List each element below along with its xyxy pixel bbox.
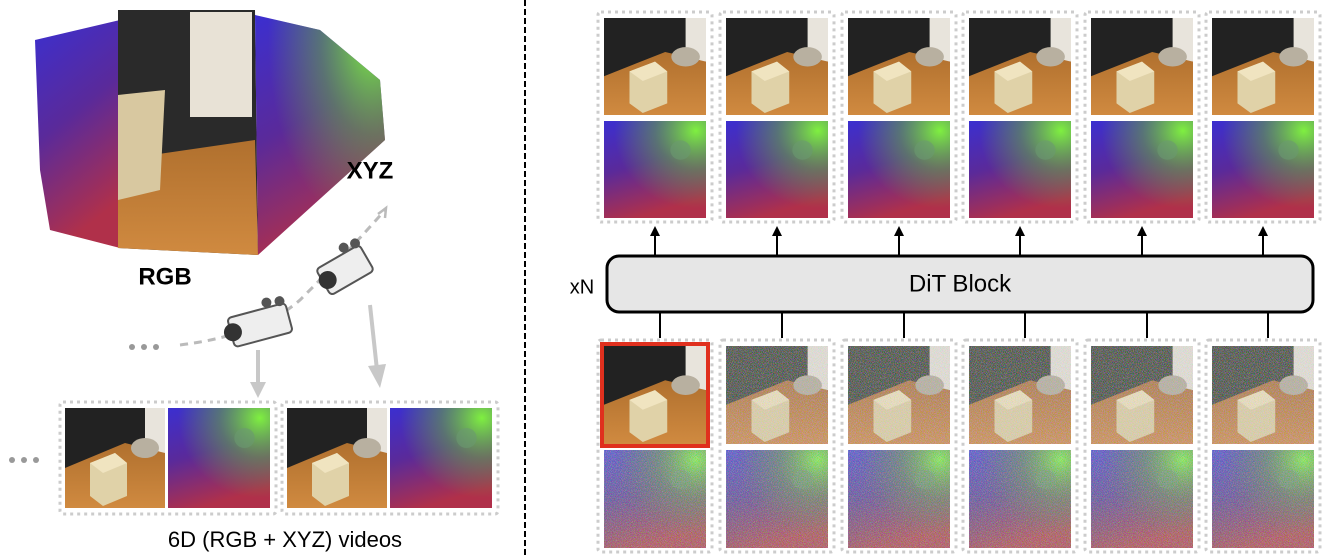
arrowhead [772,226,782,236]
repeat-label: xN [570,276,594,298]
xyz-frame [1091,450,1193,548]
xyz-frame [1212,450,1314,548]
arrowhead [894,226,904,236]
rgb-frame [287,408,387,508]
video-frames [60,402,498,514]
arrowhead [650,226,660,236]
xyz-frame [848,450,950,548]
rgb-frame [969,18,1071,115]
rgb-frame [1091,18,1193,115]
xyz-frame [969,121,1071,218]
rgb-frame [726,18,828,115]
rgb-frame [65,408,165,508]
xyz-label: XYZ [347,157,394,184]
arrowhead [1015,226,1025,236]
rgb-frame [848,18,950,115]
xyz-frame [604,450,706,548]
rgb-frame [604,18,706,115]
rgb-label: RGB [138,263,191,290]
point-cloud [35,10,385,255]
arrowhead [1258,226,1268,236]
xyz-frame [1091,121,1193,218]
xyz-frame [1212,121,1314,218]
xyz-frame [604,121,706,218]
rgb-frame [1091,346,1193,444]
xyz-frame [726,121,828,218]
xyz-frame [848,121,950,218]
block-label: DiT Block [909,270,1012,297]
xyz-frame [390,408,492,508]
xyz-frame [168,408,270,508]
xyz-frame [969,450,1071,548]
rgb-frame [1212,18,1314,115]
rgb-frame [969,346,1071,444]
arrowhead [1137,226,1147,236]
camera [218,293,293,349]
figure: XYZ RGB 6D (RGB + XYZ) videos DiT Block … [0,0,1323,557]
rgb-frame [1212,346,1314,444]
xyz-frame [726,450,828,548]
rgb-frame [848,346,950,444]
camera [307,235,375,298]
caption: 6D (RGB + XYZ) videos [168,527,402,552]
rgb-frame [604,346,706,444]
rgb-frame [726,346,828,444]
